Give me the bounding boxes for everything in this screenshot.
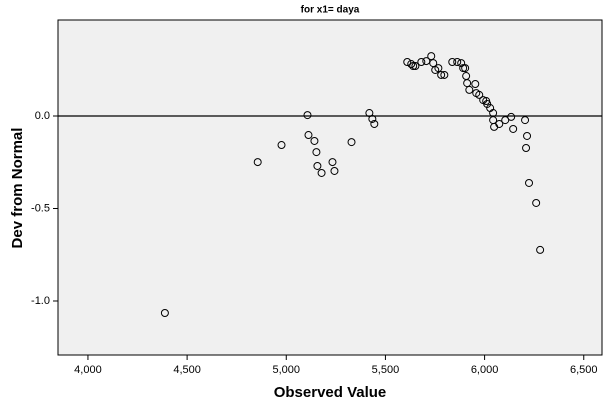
point <box>347 138 356 147</box>
point <box>471 80 480 89</box>
point <box>310 136 319 145</box>
point <box>427 52 436 61</box>
point <box>253 158 262 167</box>
x-tick-label: 5,000 <box>273 364 301 376</box>
point <box>434 64 443 73</box>
point <box>453 57 462 66</box>
x-tick-label: 6,000 <box>471 364 499 376</box>
y-axis-label: Dev from Normal <box>9 128 26 249</box>
point <box>525 178 534 187</box>
point <box>411 62 420 71</box>
point <box>536 245 545 254</box>
point <box>437 70 446 79</box>
point <box>448 57 457 66</box>
x-axis-label: Observed Value <box>274 384 387 401</box>
x-tick-label: 4,500 <box>173 364 201 376</box>
point <box>475 90 484 99</box>
y-tick-label: -1.0 <box>31 295 50 307</box>
point <box>407 60 416 69</box>
point <box>304 131 313 140</box>
point <box>330 166 339 175</box>
point <box>403 57 412 66</box>
point <box>461 64 470 73</box>
point <box>440 70 449 79</box>
point <box>532 198 541 207</box>
point <box>457 59 466 68</box>
x-tick-label: 6,500 <box>570 364 598 376</box>
point <box>509 124 518 133</box>
point <box>417 57 426 66</box>
point <box>368 114 377 123</box>
point <box>409 62 418 71</box>
point <box>370 119 379 128</box>
x-tick-label: 4,000 <box>74 364 102 376</box>
point <box>328 158 337 167</box>
point <box>160 309 169 318</box>
point <box>465 85 474 94</box>
point <box>312 148 321 157</box>
point <box>459 64 468 73</box>
point <box>277 141 286 150</box>
point <box>523 131 532 140</box>
point <box>317 168 326 177</box>
point <box>495 119 504 128</box>
y-tick-label: 0.0 <box>35 110 50 122</box>
x-tick-label: 5,500 <box>372 364 400 376</box>
point <box>507 112 516 121</box>
chart-title: for x1= daya <box>301 5 360 16</box>
point <box>521 116 530 125</box>
point <box>313 161 322 170</box>
plot-area <box>57 19 603 356</box>
point <box>303 111 312 120</box>
y-tick-label: -0.5 <box>31 202 50 214</box>
point <box>522 144 531 153</box>
